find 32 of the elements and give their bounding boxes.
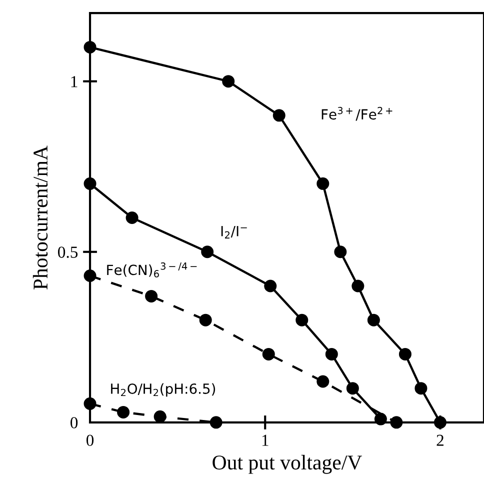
point bbox=[296, 314, 308, 326]
x-tick-label: 0 bbox=[86, 434, 94, 446]
series-label: H$_{2}$O/H$_{2}$(pH:6.5) bbox=[111, 383, 216, 397]
point bbox=[367, 314, 380, 326]
y-tick-label: 1 bbox=[71, 76, 78, 88]
point bbox=[117, 406, 130, 418]
text: Fe$^{3+}$/Fe$^{2+}$ bbox=[322, 106, 392, 121]
point bbox=[222, 75, 235, 88]
point bbox=[316, 177, 330, 190]
point bbox=[414, 382, 428, 395]
point bbox=[264, 280, 277, 292]
point bbox=[199, 314, 212, 326]
y-tick-label: 0.5 bbox=[58, 246, 78, 258]
point bbox=[201, 246, 214, 258]
series-label: Fe(CN)$_{6}$$^{3−/4−}$ bbox=[107, 262, 197, 278]
x-tick-label: 2 bbox=[436, 434, 444, 446]
series-label: I$_{2}$/I$^{−}$ bbox=[221, 226, 247, 238]
point bbox=[145, 290, 158, 302]
point bbox=[398, 348, 412, 360]
point bbox=[262, 348, 275, 360]
point bbox=[325, 348, 338, 360]
point bbox=[126, 212, 138, 224]
point bbox=[334, 246, 347, 258]
point bbox=[272, 109, 286, 122]
point bbox=[346, 382, 359, 395]
point bbox=[316, 375, 330, 388]
point bbox=[352, 280, 364, 292]
y-axis-title: Photocurrent/mA bbox=[32, 146, 48, 290]
x-tick-label: 1 bbox=[262, 434, 268, 446]
x-axis-title: Out put voltage/V bbox=[212, 454, 362, 474]
point bbox=[154, 410, 166, 423]
y-tick-label: 0 bbox=[70, 417, 78, 428]
